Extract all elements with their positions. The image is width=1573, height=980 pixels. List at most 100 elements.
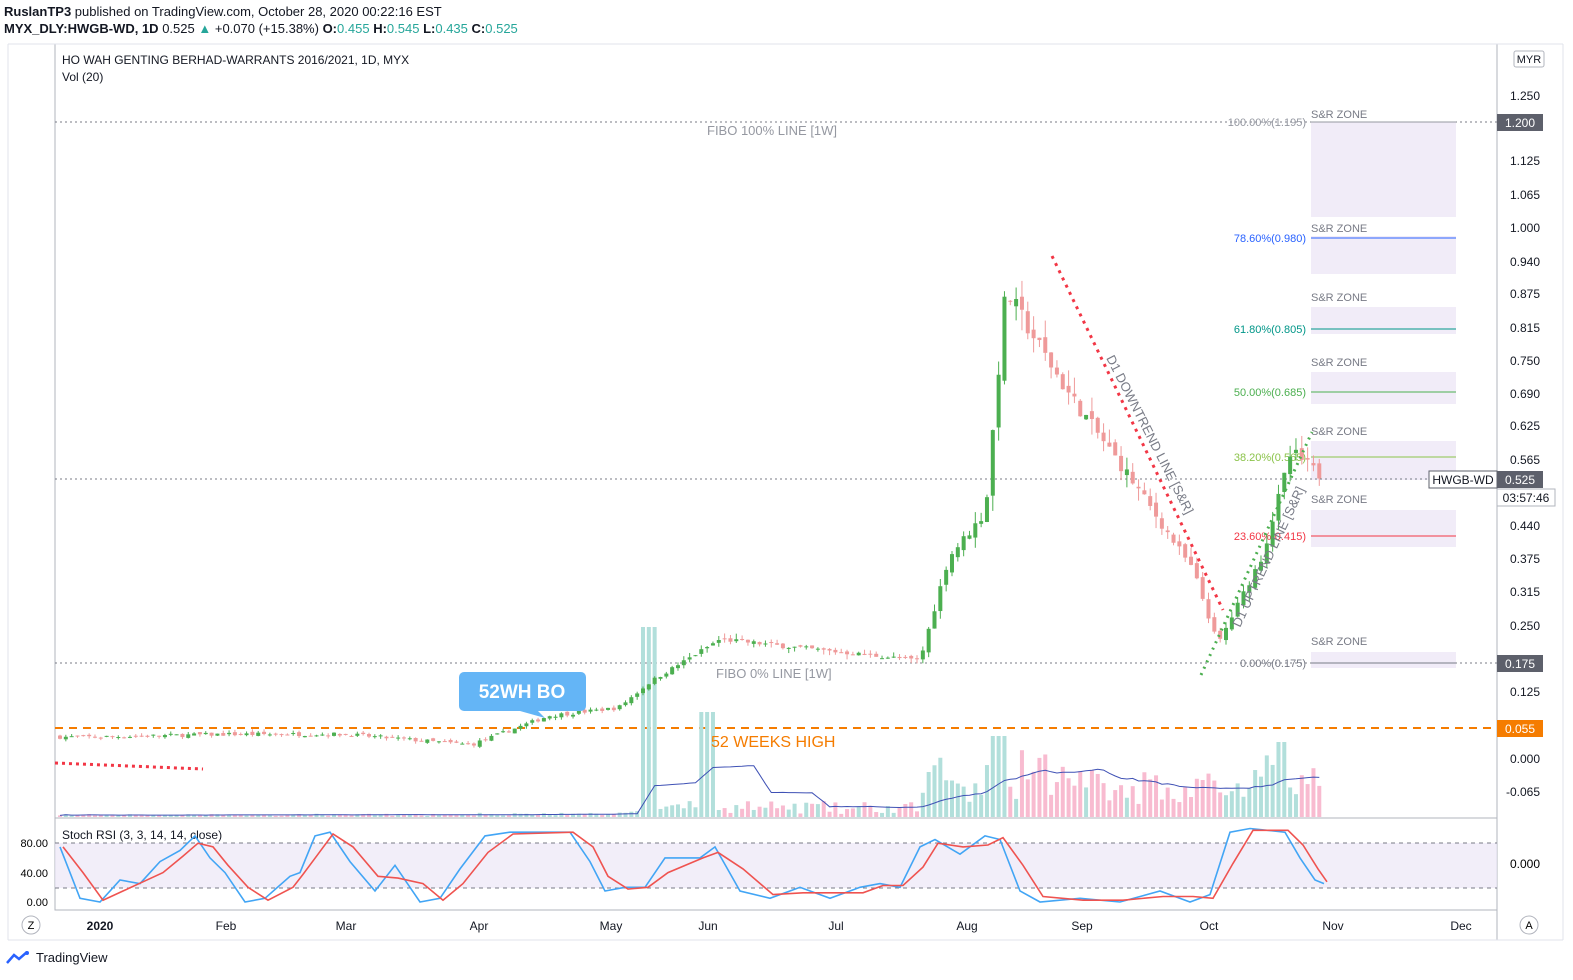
candle-body[interactable] [139,735,144,737]
candle-body[interactable] [751,641,756,644]
candle-body[interactable] [845,651,850,655]
candle-body[interactable] [1060,374,1065,390]
candle-body[interactable] [477,740,482,747]
main-pane[interactable] [54,43,1498,819]
candle-body[interactable] [431,738,436,741]
candle-body[interactable] [664,673,669,677]
candle-body[interactable] [221,733,226,736]
candle-body[interactable] [1101,432,1106,442]
candle-body[interactable] [413,737,418,742]
candle-body[interactable] [1084,414,1089,420]
candle-body[interactable] [1095,417,1100,433]
candle-body[interactable] [1008,300,1013,302]
candle-body[interactable] [1276,493,1281,521]
author-name[interactable]: RuslanTP3 [4,4,72,19]
candle-body[interactable] [775,643,780,645]
candle-body[interactable] [1264,543,1269,564]
candle-body[interactable] [390,736,395,738]
candle-body[interactable] [1299,448,1304,460]
candle-body[interactable] [343,733,348,735]
candle-body[interactable] [996,374,1001,428]
candle-body[interactable] [483,739,488,741]
a-button[interactable]: A [1519,915,1539,935]
candle-body[interactable] [1019,296,1024,310]
candle-body[interactable] [984,497,989,522]
candle-body[interactable] [728,638,733,642]
candle-body[interactable] [961,536,966,551]
candle-body[interactable] [1241,591,1246,606]
candle-body[interactable] [1025,311,1030,334]
52wh-bo-callout[interactable]: 52WH BO [459,672,586,718]
candle-body[interactable] [856,652,861,656]
candle-body[interactable] [471,743,476,746]
candle-body[interactable] [366,734,371,737]
candle-body[interactable] [267,734,272,736]
candle-body[interactable] [1311,463,1316,466]
candle-body[interactable] [1317,463,1322,479]
candle-body[interactable] [1078,400,1083,417]
candle-body[interactable] [967,535,972,539]
candle-body[interactable] [501,731,506,733]
price-axis[interactable]: 1 1.250 1.125 1.065 1.000 0.940 0.875 0.… [1506,56,1540,799]
candle-body[interactable] [1177,541,1182,547]
candle-body[interactable] [576,710,581,714]
candle-body[interactable] [780,643,785,649]
candle-body[interactable] [256,732,261,736]
candle-body[interactable] [110,736,115,738]
brand-text[interactable]: TradingView [36,950,108,965]
badge-0175[interactable]: 0.175 [1497,655,1543,672]
candle-body[interactable] [641,688,645,694]
candle-body[interactable] [1293,449,1298,453]
candle-body[interactable] [180,733,185,738]
candle-body[interactable] [868,653,873,655]
candle-body[interactable] [320,734,325,736]
candle-body[interactable] [565,711,570,716]
candle-body[interactable] [162,735,167,738]
candle-body[interactable] [530,720,535,723]
candle-body[interactable] [1200,577,1205,599]
candle-body[interactable] [157,735,162,737]
candle-body[interactable] [903,656,908,658]
candle-body[interactable] [990,430,995,496]
candle-body[interactable] [197,732,202,735]
candle-body[interactable] [454,741,459,743]
candle-body[interactable] [1043,337,1048,353]
candle-body[interactable] [174,734,179,736]
candle-body[interactable] [133,735,138,737]
candle-body[interactable] [588,709,593,712]
candle-body[interactable] [757,641,762,645]
candle-body[interactable] [979,521,984,524]
candle-body[interactable] [1107,442,1112,447]
candle-body[interactable] [215,733,220,736]
candle-body[interactable] [1235,602,1240,617]
candle-body[interactable] [1014,299,1019,307]
candle-body[interactable] [722,638,727,640]
candle-body[interactable] [646,684,651,690]
candle-body[interactable] [1165,530,1170,533]
candle-body[interactable] [687,657,692,660]
candle-body[interactable] [326,735,331,737]
candle-body[interactable] [909,655,914,659]
fib-retracement[interactable]: 100.00%(1.195) 78.60%(0.980) 61.80%(0.80… [1228,117,1456,670]
candle-body[interactable] [880,658,885,660]
candle-body[interactable] [547,716,552,719]
candle-body[interactable] [594,709,599,711]
candle-body[interactable] [745,639,750,643]
candle-body[interactable] [920,650,925,660]
currency-badge[interactable]: MYR [1513,50,1545,68]
candle-body[interactable] [1049,352,1054,368]
candle-body[interactable] [92,736,97,738]
candle-body[interactable] [769,642,774,644]
candle-body[interactable] [332,732,337,736]
candle-body[interactable] [611,707,616,711]
candle-body[interactable] [308,735,313,737]
candle-body[interactable] [1142,490,1147,495]
candle-body[interactable] [448,739,453,743]
candle-body[interactable] [122,737,127,739]
time-axis[interactable]: 2020 Feb Mar Apr May Jun Jul Aug Sep Oct… [87,919,1472,933]
candle-body[interactable] [506,731,511,733]
candle-body[interactable] [203,732,208,735]
candle-body[interactable] [955,547,960,558]
candle-body[interactable] [1224,627,1228,641]
candle-body[interactable] [874,653,879,657]
